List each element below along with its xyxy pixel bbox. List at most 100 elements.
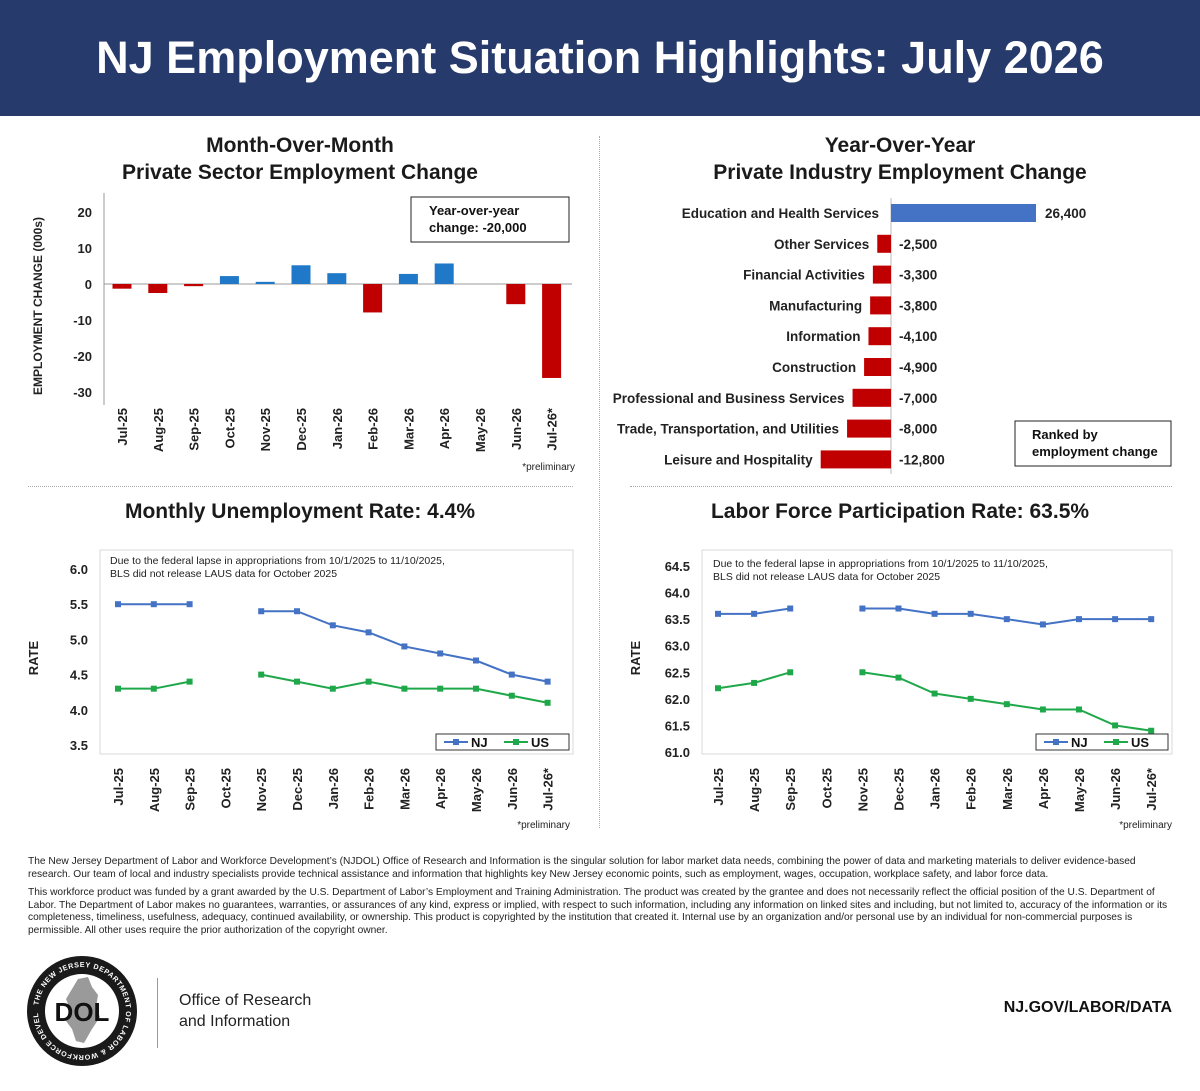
mom-ytick-label: 0 [85,277,92,292]
lfpr-us-point [751,679,758,686]
unemp-nj-point [115,601,121,608]
yoy-bar [847,419,891,438]
unemp-us-point [115,685,121,692]
unemp-xtick-label: Jul-25 [111,768,126,806]
horizontal-divider-left [28,486,573,487]
lfpr-us-point [1003,701,1010,708]
mom-bar [506,284,526,305]
lfpr-lapse-line2: BLS did not release LAUS data for Octobe… [713,571,940,583]
unemp-nj-point [401,643,408,650]
ranked-box [1014,420,1172,467]
mom-ytick-label: -30 [73,385,92,400]
lfpr-us-point [859,669,866,676]
unemp-xtick-label: Apr-26 [433,768,448,809]
lfpr-xtick-label: Apr-26 [1036,768,1051,809]
mom-title-line1: Month-Over-Month [206,134,394,157]
lfpr-xtick-label: Oct-25 [819,768,834,808]
lfpr-xtick-label: Aug-25 [747,768,762,812]
lfpr-ytick-label: 64.5 [665,559,690,574]
footer-para-1: The New Jersey Department of Labor and W… [28,856,1136,880]
mom-xtick-label: Jul-25 [115,408,130,446]
mom-title-line2: Private Sector Employment Change [122,161,478,184]
lfpr-nj-point [967,610,974,617]
unemployment-line-chart: RATE Due to the federal lapse in appropr… [26,549,574,831]
yoy-title: Year-Over-Year Private Industry Employme… [630,132,1170,186]
lfpr-ytick-label: 63.5 [665,612,690,627]
unemp-xtick-label: Feb-26 [362,768,377,810]
unemp-legend-nj-marker [453,739,459,745]
mom-bar [363,284,383,313]
lfpr-nj-point [931,610,938,617]
lfpr-us-point [1148,727,1155,734]
vertical-divider [599,136,600,828]
nj-state-shape [66,977,100,1043]
mom-xtick-label: Mar-26 [401,408,416,450]
unemp-ytick-label: 5.0 [70,632,88,647]
yoy-bar [852,388,891,407]
njdol-seal-logo: DOL THE NEW JERSEY DEPARTMENT OF LABOR &… [23,948,138,1067]
mom-ytick-label: -20 [73,349,92,364]
unemp-xtick-label: Jan-26 [326,768,341,809]
unemp-nj-point [473,657,479,664]
lfpr-nj-point [1039,621,1046,628]
unemp-preliminary-note: *preliminary [517,820,570,831]
mom-xtick-label: Dec-25 [294,408,309,451]
mom-bar [184,284,204,287]
yoy-value-label: -4,100 [899,329,937,344]
lfpr-us-point [1112,722,1119,729]
mom-bar [398,273,418,284]
lfpr-ytick-label: 63.0 [665,639,690,654]
unemp-plot-frame [99,549,574,755]
unemp-us-point [544,699,551,706]
unemp-ytick-label: 6.0 [70,562,88,577]
yoy-value-label: 26,400 [1045,206,1086,221]
yoy-bar [872,265,891,284]
lfpr-xtick-label: May-26 [1072,768,1087,812]
unemp-us-point [294,678,300,685]
lfpr-xtick-label: Mar-26 [1000,768,1015,810]
unemp-legend-box [435,733,570,751]
yoy-title-line2: Private Industry Employment Change [713,161,1087,184]
mom-xtick-label: Jan-26 [330,408,345,449]
lfpr-xtick-label: Jul-26* [1144,767,1159,811]
yoy-bar-chart: Education and Health Services 26,400 Other… [613,198,1172,474]
mom-bar [327,273,347,284]
lfpr-ytick-label: 61.5 [665,718,690,733]
unemp-nj-point [258,608,265,615]
unemp-nj-point [437,650,444,657]
yoy-change-box [410,196,570,243]
seal-dol-text: DOL [55,997,110,1027]
unemp-us-point [365,678,372,685]
lfpr-ytick-label: 61.0 [665,745,690,760]
mom-ytick-label: 10 [78,241,92,256]
unemp-xtick-label: Dec-25 [290,768,305,811]
office-line1: Office of Research [179,992,312,1009]
unemp-legend-us-marker [513,739,519,745]
yoy-category-label: Financial Activities [743,268,865,283]
unemp-nj-point [186,601,193,608]
lfpr-title: Labor Force Participation Rate: 63.5% [710,500,1090,523]
unemp-legend: NJ US [435,733,570,751]
unemp-xtick-label: Jun-26 [505,768,520,810]
lfpr-line-chart: RATE Due to the federal lapse in appropr… [628,549,1173,831]
mom-bar-chart: EMPLOYMENT CHANGE (000s) 20100-10-20-30 … [31,193,575,473]
header-banner: NJ Employment Situation Highlights: July… [0,0,1200,116]
page-title: NJ Employment Situation Highlights: July… [96,32,1104,83]
mom-xtick-label: May-26 [473,408,488,452]
unemp-nj-point [294,608,300,615]
unemp-legend-us-label: US [531,735,549,750]
lfpr-nj-point [1076,616,1082,623]
website-link[interactable]: NJ.GOV/LABOR/DATA [1003,999,1172,1016]
lfpr-us-point [715,685,721,692]
mom-xtick-label: Oct-25 [222,408,237,448]
lfpr-legend-us-label: US [1131,735,1149,750]
lfpr-lapse-line1: Due to the federal lapse in appropriatio… [713,558,1048,570]
mom-bar [542,284,562,378]
lfpr-nj-point [1112,616,1119,623]
yoy-value-label: -2,500 [899,237,937,252]
unemp-us-point [401,685,408,692]
unemp-xtick-label: May-26 [469,768,484,812]
lfpr-legend-us-marker [1113,739,1119,745]
yoy-bar [864,358,891,376]
lfpr-legend-nj-marker [1053,739,1059,745]
